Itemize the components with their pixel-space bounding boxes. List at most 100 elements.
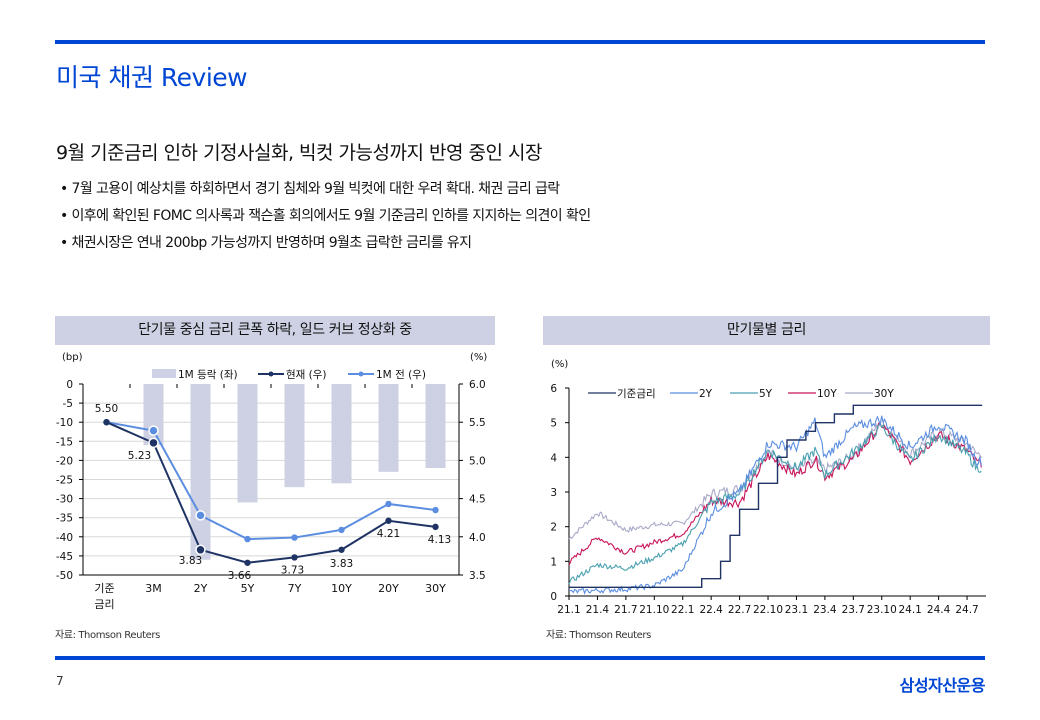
data-point — [244, 559, 251, 566]
bar — [331, 384, 352, 484]
legend-marker — [268, 371, 274, 377]
x-tick-label: 24.1 — [898, 604, 921, 616]
data-point — [338, 526, 345, 534]
x-tick-label: 22.4 — [699, 604, 723, 616]
y-tick-label: 0 — [550, 591, 557, 603]
right-tick-label: 4.0 — [469, 532, 486, 544]
legend-label: 현재 (우) — [286, 369, 327, 381]
left-tick-label: -50 — [56, 570, 73, 582]
data-point — [195, 510, 206, 521]
left-tick-label: -5 — [63, 398, 73, 410]
x-tick-label: 21.7 — [614, 604, 637, 616]
data-point — [291, 554, 298, 561]
left-tick-label: 0 — [66, 379, 73, 391]
x-tick-label: 5Y — [241, 582, 255, 595]
data-point — [385, 517, 392, 524]
x-tick-label: 10Y — [331, 582, 352, 595]
bar — [284, 384, 305, 488]
data-point — [338, 546, 345, 553]
y-tick-label: 1 — [550, 556, 557, 568]
y-tick-label: 2 — [550, 522, 557, 534]
page-number: 7 — [56, 674, 64, 688]
series-line-5Y — [568, 423, 982, 585]
chart2-source: 자료: Thomson Reuters — [546, 630, 651, 641]
legend-label: 1M 전 (우) — [376, 369, 426, 381]
x-tick-label: 20Y — [378, 582, 399, 595]
left-tick-label: -40 — [56, 532, 73, 544]
right-tick-label: 5.5 — [469, 417, 486, 429]
x-tick-label: 21.4 — [586, 604, 610, 616]
y-axis-unit: (%) — [551, 359, 568, 370]
data-label: 5.23 — [128, 450, 151, 462]
footer-divider — [55, 656, 985, 660]
legend-label: 기준금리 — [617, 388, 656, 400]
right-tick-label: 6.0 — [469, 379, 486, 391]
x-tick-label: 22.1 — [671, 604, 694, 616]
data-label: 3.83 — [330, 558, 353, 570]
x-tick-label: 24.4 — [927, 604, 951, 616]
x-tick-label: 24.7 — [955, 604, 978, 616]
x-tick-label: 30Y — [425, 582, 446, 595]
x-tick-label: 7Y — [288, 582, 302, 595]
chart2-title: 만기물별 금리 — [543, 316, 990, 345]
x-tick-label: 금리 — [94, 598, 114, 611]
header-divider — [55, 40, 985, 44]
x-tick-label: 21.1 — [557, 604, 580, 616]
series-line-policy-rate — [569, 404, 983, 588]
data-label: 3.73 — [281, 564, 304, 576]
left-tick-label: -35 — [56, 513, 73, 525]
right-tick-label: 4.5 — [469, 494, 486, 506]
series-line — [106, 421, 436, 564]
data-point — [195, 544, 206, 556]
data-label: 3.66 — [228, 570, 252, 582]
chart1-title: 단기물 중심 금리 큰폭 하락, 일드 커브 정상화 중 — [55, 316, 495, 345]
series-line-2Y — [569, 415, 982, 595]
headline: 9월 기준금리 인하 기정사실화, 빅컷 가능성까지 반영 중인 시장 — [56, 142, 542, 164]
data-point — [385, 500, 392, 508]
data-point — [148, 437, 159, 449]
left-tick-label: -30 — [56, 494, 73, 506]
left-tick-label: -15 — [56, 436, 73, 448]
x-tick-label: 23.10 — [867, 604, 897, 616]
data-label: 4.13 — [428, 534, 451, 546]
data-label: 5.50 — [95, 403, 118, 415]
data-label: 3.83 — [179, 555, 202, 567]
data-point — [103, 419, 110, 426]
x-tick-label: 23.4 — [813, 604, 837, 616]
data-point — [291, 534, 298, 541]
left-tick-label: -20 — [56, 455, 73, 467]
bullet-item: 7월 고용이 예상치를 하회하면서 경기 침체와 9월 빅컷에 대한 우려 확대… — [60, 176, 591, 203]
x-tick-label: 23.1 — [785, 604, 808, 616]
x-tick-label: 21.10 — [639, 604, 669, 616]
bar — [378, 384, 399, 472]
bar — [425, 384, 446, 469]
chart1-source: 자료: Thomson Reuters — [55, 630, 160, 641]
brand-logo: 삼성자산운용 — [899, 676, 986, 695]
y-tick-label: 5 — [550, 418, 557, 430]
legend-label: 2Y — [699, 388, 713, 400]
right-tick-label: 5.0 — [469, 455, 486, 467]
series-line-30Y — [568, 414, 982, 540]
left-tick-label: -45 — [56, 551, 73, 563]
x-tick-label: 기준 — [94, 582, 114, 595]
legend-label: 30Y — [874, 388, 894, 400]
bullet-list: 7월 고용이 예상치를 하회하면서 경기 침체와 9월 빅컷에 대한 우려 확대… — [60, 176, 592, 257]
x-tick-label: 22.7 — [728, 604, 751, 616]
x-tick-label: 23.7 — [842, 604, 865, 616]
page-title: 미국 채권 Review — [56, 63, 248, 92]
right-axis-unit: (%) — [470, 352, 487, 363]
data-point — [432, 506, 439, 514]
bullet-item: 채권시장은 연내 200bp 가능성까지 반영하며 9월초 급락한 금리를 유지 — [60, 230, 591, 257]
legend-bar-swatch — [152, 369, 176, 378]
legend-marker — [358, 371, 364, 377]
right-tick-label: 3.5 — [469, 570, 486, 582]
x-tick-label: 22.10 — [753, 604, 783, 616]
left-tick-label: -10 — [56, 417, 73, 429]
y-tick-label: 4 — [550, 452, 557, 464]
series-line — [106, 421, 436, 541]
y-tick-label: 3 — [550, 487, 557, 499]
x-tick-label: 2Y — [194, 582, 208, 595]
legend-label: 1M 등락 (좌) — [178, 369, 238, 381]
